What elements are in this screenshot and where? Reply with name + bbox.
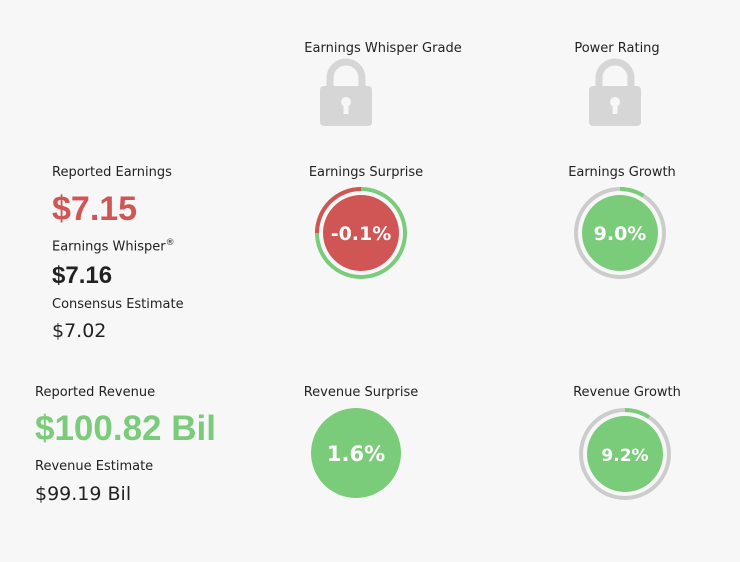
- reported-earnings-value: $7.15: [52, 190, 138, 228]
- earnings-growth-label: Earnings Growth: [568, 165, 676, 180]
- earnings-surprise-arc: [315, 187, 362, 234]
- earnings-whisper-label: Earnings Whisper®: [52, 238, 175, 255]
- whisper-grade-label: Earnings Whisper Grade: [304, 41, 462, 56]
- consensus-estimate-label: Consensus Estimate: [52, 297, 184, 312]
- earnings-growth-value: 9.0%: [594, 223, 647, 245]
- revenue-growth-value: 9.2%: [601, 446, 648, 466]
- revenue-surprise-gauge: 1.6%: [311, 408, 401, 498]
- earnings-whisper-value: $7.16: [52, 262, 113, 289]
- reported-revenue-label: Reported Revenue: [35, 385, 156, 400]
- earnings-growth-gauge: 9.0%: [574, 187, 666, 279]
- revenue-growth-gauge: 9.2%: [579, 408, 671, 500]
- revenue-surprise-value: 1.6%: [327, 442, 385, 466]
- lock-icon: [589, 58, 641, 126]
- reported-revenue-value: $100.82 Bil: [35, 409, 216, 448]
- revenue-growth-label: Revenue Growth: [573, 385, 681, 400]
- revenue-growth-arc: [624, 408, 651, 419]
- lock-icon: [320, 58, 372, 126]
- revenue-estimate-value: $99.19 Bil: [35, 483, 132, 505]
- earnings-surprise-value: -0.1%: [331, 223, 392, 245]
- earnings-surprise-gauge: -0.1%: [315, 187, 407, 279]
- revenue-surprise-label: Revenue Surprise: [303, 385, 419, 400]
- power-rating-label: Power Rating: [574, 41, 660, 56]
- registered-mark: ®: [165, 238, 175, 248]
- reported-earnings-label: Reported Earnings: [52, 165, 172, 180]
- earnings-surprise-label: Earnings Surprise: [308, 165, 424, 180]
- consensus-estimate-value: $7.02: [52, 320, 107, 342]
- revenue-estimate-label: Revenue Estimate: [35, 459, 154, 474]
- earnings-growth-arc: [619, 187, 645, 198]
